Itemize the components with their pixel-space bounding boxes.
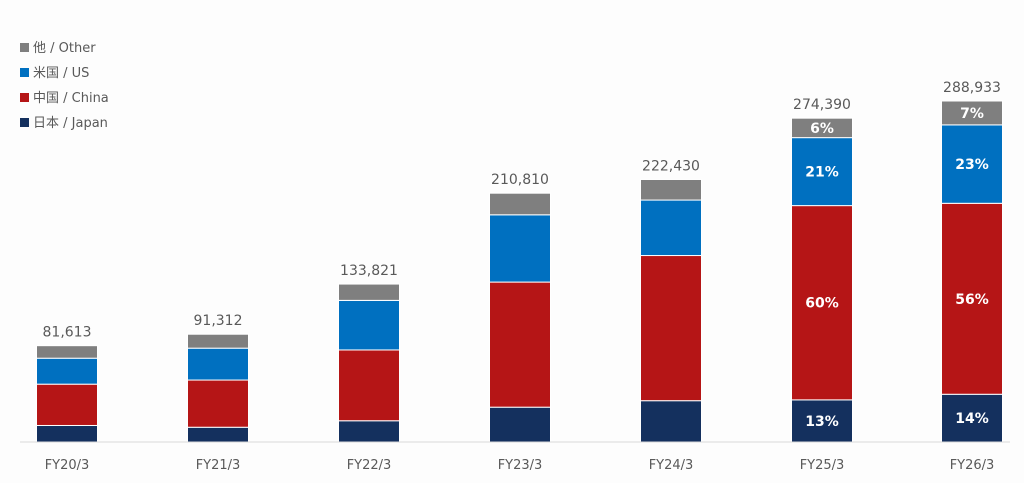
bar-segment xyxy=(640,255,702,402)
bar-segment xyxy=(187,347,249,381)
bar-total-label: 274,390 xyxy=(793,97,851,113)
bar-segment xyxy=(338,299,400,351)
legend-swatch xyxy=(20,68,29,77)
bar-segment xyxy=(338,283,400,301)
bar-total-label: 91,312 xyxy=(194,313,243,329)
x-tick-label: FY25/3 xyxy=(800,458,845,473)
segment-data-label: 6% xyxy=(810,121,834,137)
bar-segment xyxy=(187,379,249,428)
legend-label: 中国 / China xyxy=(33,91,109,106)
x-tick-label: FY22/3 xyxy=(347,458,392,473)
legend-swatch xyxy=(20,93,29,102)
segment-data-label: 7% xyxy=(960,106,984,122)
bar-segment xyxy=(791,205,853,401)
legend: 他 / Other 米国 / US 中国 / China 日本 / Japan xyxy=(20,41,109,131)
bar-total-label: 210,810 xyxy=(491,172,549,188)
bar-total-label: 133,821 xyxy=(340,263,398,279)
legend-label: 他 / Other xyxy=(33,41,96,56)
segment-data-label: 13% xyxy=(805,414,839,430)
bar-segment xyxy=(36,345,98,359)
bar-segment xyxy=(489,281,551,408)
legend-swatch xyxy=(20,43,29,52)
bar-segment xyxy=(941,124,1003,204)
bar-segment xyxy=(640,178,702,201)
segment-data-label: 60% xyxy=(805,296,839,312)
bar-segment xyxy=(489,406,551,443)
bar-segment xyxy=(941,100,1003,126)
bar-segment xyxy=(338,420,400,443)
legend-swatch xyxy=(20,118,29,127)
bar-segment xyxy=(640,400,702,443)
bar-total-label: 222,430 xyxy=(642,158,700,174)
bar-segment xyxy=(36,424,98,443)
bar-segment xyxy=(640,199,702,257)
legend-label: 日本 / Japan xyxy=(33,116,108,131)
bar-segment xyxy=(36,357,98,385)
bar-segment xyxy=(489,192,551,216)
bar-total-label: 81,613 xyxy=(43,325,92,341)
bar-segment xyxy=(489,214,551,283)
legend-label: 米国 / US xyxy=(33,66,89,81)
x-tick-label: FY20/3 xyxy=(45,458,90,473)
segment-data-label: 23% xyxy=(955,157,989,173)
x-tick-label: FY24/3 xyxy=(649,458,694,473)
bar-total-label: 288,933 xyxy=(943,80,1001,96)
x-tick-labels: FY20/3 FY21/3 FY22/3 FY23/3 FY24/3 FY25/3 FY26… xyxy=(45,458,995,473)
segment-data-label: 14% xyxy=(955,411,989,427)
bars: 81,613 91,312 133,821 210,810 222,430 13% 60% 2… xyxy=(36,80,1003,443)
bar-segment xyxy=(941,202,1003,395)
segment-data-label: 21% xyxy=(805,165,839,181)
bar-segment xyxy=(187,426,249,443)
bar-segment xyxy=(791,399,853,443)
bar-segment xyxy=(36,383,98,426)
x-tick-label: FY26/3 xyxy=(950,458,995,473)
bar-segment xyxy=(338,349,400,422)
segment-data-label: 56% xyxy=(955,292,989,308)
bar-segment xyxy=(791,117,853,139)
bar-segment xyxy=(187,333,249,349)
x-tick-label: FY23/3 xyxy=(498,458,543,473)
x-tick-label: FY21/3 xyxy=(196,458,241,473)
